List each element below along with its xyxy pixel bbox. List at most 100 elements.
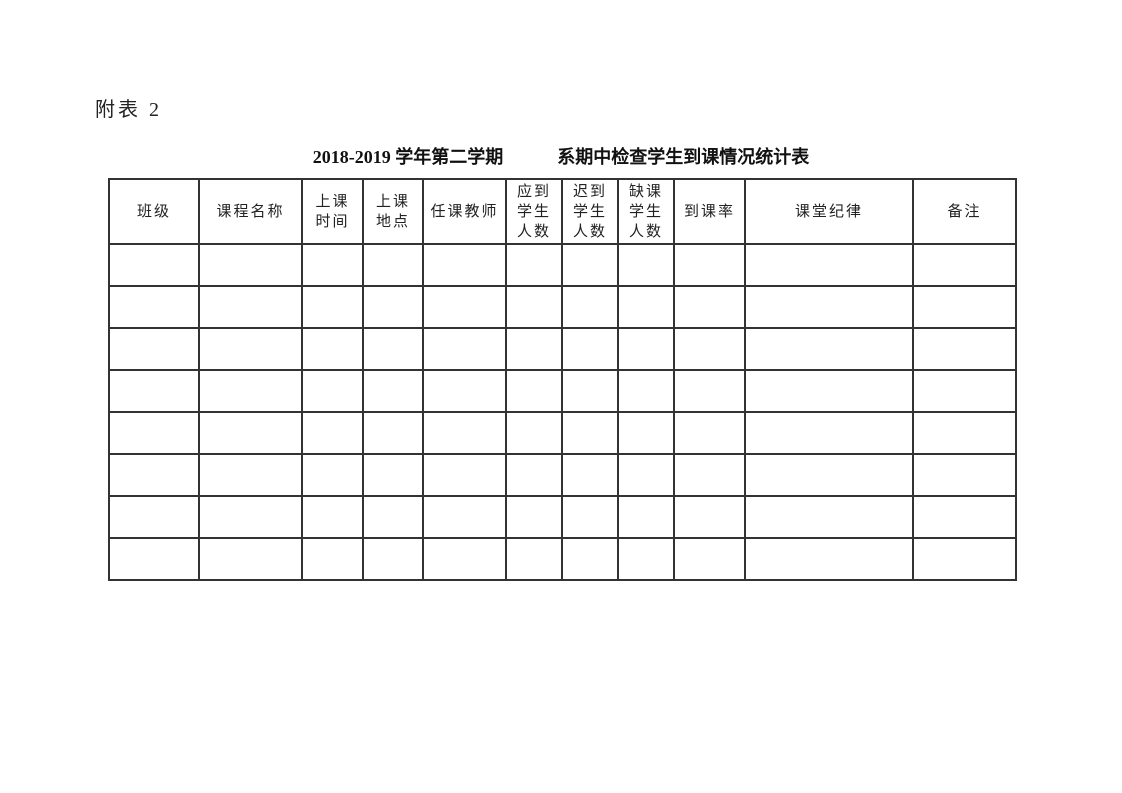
table-cell <box>362 243 424 287</box>
table-cell <box>422 369 507 413</box>
table-cell <box>422 537 507 581</box>
table-cell <box>744 495 914 539</box>
table-cell <box>744 537 914 581</box>
table-cell <box>673 411 746 455</box>
table-cell <box>617 453 675 497</box>
table-cell <box>673 285 746 329</box>
table-cell <box>505 411 563 455</box>
table-row <box>108 285 1017 329</box>
table-row <box>108 327 1017 371</box>
table-cell <box>422 453 507 497</box>
table-cell <box>301 327 364 371</box>
table-cell <box>561 285 619 329</box>
attachment-label: 附表 2 <box>95 99 162 121</box>
table-row <box>108 369 1017 413</box>
table-cell <box>108 453 200 497</box>
table-cell <box>617 369 675 413</box>
table-body <box>108 243 1017 581</box>
table-cell <box>108 327 200 371</box>
table-cell <box>505 453 563 497</box>
table-cell <box>561 243 619 287</box>
table-cell <box>108 369 200 413</box>
table-cell <box>744 327 914 371</box>
table-cell <box>301 411 364 455</box>
table-cell <box>673 327 746 371</box>
table-cell <box>198 327 303 371</box>
table-cell <box>198 411 303 455</box>
table-cell <box>362 453 424 497</box>
table-cell <box>422 495 507 539</box>
col-header-late-students: 迟到 学生 人数 <box>561 178 619 245</box>
table-cell <box>673 537 746 581</box>
table-cell <box>505 285 563 329</box>
table-cell <box>422 327 507 371</box>
table-cell <box>561 411 619 455</box>
col-header-absent-students: 缺课 学生 人数 <box>617 178 675 245</box>
table-cell <box>505 495 563 539</box>
table-cell <box>301 495 364 539</box>
col-header-teacher: 任课教师 <box>422 178 507 245</box>
table-cell <box>108 495 200 539</box>
table-cell <box>198 285 303 329</box>
table-cell <box>505 369 563 413</box>
col-header-class-time: 上课 时间 <box>301 178 364 245</box>
table-row <box>108 453 1017 497</box>
table-cell <box>912 243 1017 287</box>
table-cell <box>362 285 424 329</box>
table-header-row: 班级 课程名称 上课 时间 上课 地点 任课教师 应到 学生 人数 迟到 学生 … <box>108 178 1017 245</box>
table-cell <box>744 411 914 455</box>
table-cell <box>108 243 200 287</box>
table-cell <box>301 285 364 329</box>
table-cell <box>301 537 364 581</box>
table-cell <box>912 453 1017 497</box>
table-cell <box>505 243 563 287</box>
table-cell <box>617 411 675 455</box>
table-cell <box>198 537 303 581</box>
table-cell <box>561 495 619 539</box>
table-cell <box>561 327 619 371</box>
table-cell <box>198 495 303 539</box>
table-cell <box>912 285 1017 329</box>
col-header-class-discipline: 课堂纪律 <box>744 178 914 245</box>
col-header-class: 班级 <box>108 178 200 245</box>
attendance-table: 班级 课程名称 上课 时间 上课 地点 任课教师 应到 学生 人数 迟到 学生 … <box>108 178 1017 581</box>
table-cell <box>912 411 1017 455</box>
table-cell <box>505 327 563 371</box>
table-cell <box>422 243 507 287</box>
table-cell <box>744 453 914 497</box>
table-cell <box>673 453 746 497</box>
table-cell <box>301 453 364 497</box>
table-row <box>108 537 1017 581</box>
table-cell <box>362 495 424 539</box>
table-cell <box>198 243 303 287</box>
table-cell <box>673 243 746 287</box>
table-cell <box>422 285 507 329</box>
table-cell <box>561 369 619 413</box>
table-row <box>108 411 1017 455</box>
table-cell <box>422 411 507 455</box>
table-cell <box>912 369 1017 413</box>
table-cell <box>744 243 914 287</box>
table-cell <box>108 285 200 329</box>
table-cell <box>362 327 424 371</box>
table-cell <box>362 369 424 413</box>
table-cell <box>301 243 364 287</box>
table-cell <box>744 285 914 329</box>
table-cell <box>561 537 619 581</box>
table-cell <box>617 327 675 371</box>
table-cell <box>912 537 1017 581</box>
table-cell <box>617 495 675 539</box>
table-cell <box>617 285 675 329</box>
table-cell <box>912 327 1017 371</box>
table-cell <box>108 411 200 455</box>
table-row <box>108 243 1017 287</box>
table-cell <box>108 537 200 581</box>
table-cell <box>561 453 619 497</box>
document-title: 2018-2019 学年第二学期 系期中检查学生到课情况统计表 <box>312 147 810 167</box>
col-header-remarks: 备注 <box>912 178 1017 245</box>
table-cell <box>362 537 424 581</box>
table-row <box>108 495 1017 539</box>
table-cell <box>912 495 1017 539</box>
col-header-class-location: 上课 地点 <box>362 178 424 245</box>
